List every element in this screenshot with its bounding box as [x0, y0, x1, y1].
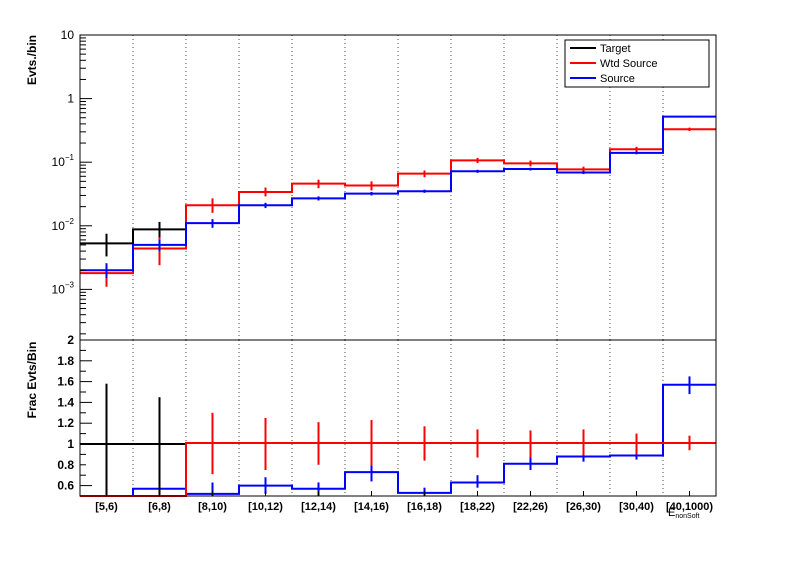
bottom-x-tick-label: [6,8): [148, 501, 171, 513]
bottom-x-tick-label: [40,1000): [666, 501, 713, 513]
bottom-x-tick-label: [16,18): [407, 501, 442, 513]
bottom-y-axis: 0.6 0.8 1 1.2 1.4 1.6 1.8 2: [57, 333, 92, 497]
top-y-tick-label: 1: [67, 92, 74, 106]
bottom-x-axis-label: EnonSoft: [668, 507, 700, 520]
bottom-y-tick-label: 0.8: [57, 458, 74, 472]
bottom-x-tick-label: [10,12): [248, 501, 283, 513]
top-histograms: [80, 115, 716, 287]
bottom-y-tick-label: 2: [67, 333, 74, 347]
top-panel: 10 1 10−1 10−2 10−3 Evts./bin Target Wtd Sou…: [25, 28, 717, 341]
bottom-x-tick-label: [8,10): [198, 501, 227, 513]
bottom-y-tick-label: 1: [67, 437, 74, 451]
bottom-panel: 0.6 0.8 1 1.2 1.4 1.6 1.8 2 [5,6) [6,8) [8,10) [10…: [25, 333, 717, 520]
top-y-axis: 10 1 10−1 10−2 10−3: [52, 28, 92, 335]
bottom-x-tick-label: [14,16): [354, 501, 389, 513]
bottom-x-tick-label: [30,40): [619, 501, 654, 513]
top-y-tick-label: 10−1: [52, 153, 75, 169]
top-y-tick-label: 10−3: [52, 280, 75, 296]
legend-entry-target: Target: [600, 43, 631, 55]
bottom-y-tick-label: 0.6: [57, 479, 74, 493]
bottom-x-tick-label: [26,30): [566, 501, 601, 513]
bottom-x-tick-label: [18,22): [460, 501, 495, 513]
bottom-y-axis-label: Frac Evts/Bin: [25, 342, 39, 419]
bottom-x-tick-label: [22,26): [513, 501, 548, 513]
bottom-y-tick-label: 1.6: [57, 375, 74, 389]
bottom-x-tick-label: [5,6): [95, 501, 118, 513]
legend-entry-wtd-source: Wtd Source: [600, 58, 657, 70]
top-source-step-line: [80, 115, 716, 272]
bottom-x-tick-label: [12,14): [301, 501, 336, 513]
bottom-x-tick-labels: [5,6) [6,8) [8,10) [10,12) [12,14) [14,16) [16…: [95, 491, 713, 513]
top-y-tick-label: 10: [61, 28, 75, 42]
bottom-histograms: [80, 376, 716, 497]
legend: Target Wtd Source Source: [564, 39, 710, 88]
bottom-y-tick-label: 1.4: [57, 395, 74, 409]
bottom-y-tick-label: 1.2: [57, 416, 74, 430]
x-axis-label-main: E: [668, 507, 675, 519]
bottom-y-tick-label: 1.8: [57, 354, 74, 368]
legend-entry-source: Source: [600, 73, 635, 85]
top-y-axis-label: Evts./bin: [25, 35, 39, 85]
bottom-frame: [79, 339, 717, 497]
x-axis-label-subscript: nonSoft: [675, 513, 699, 520]
top-y-tick-label: 10−2: [52, 217, 75, 233]
